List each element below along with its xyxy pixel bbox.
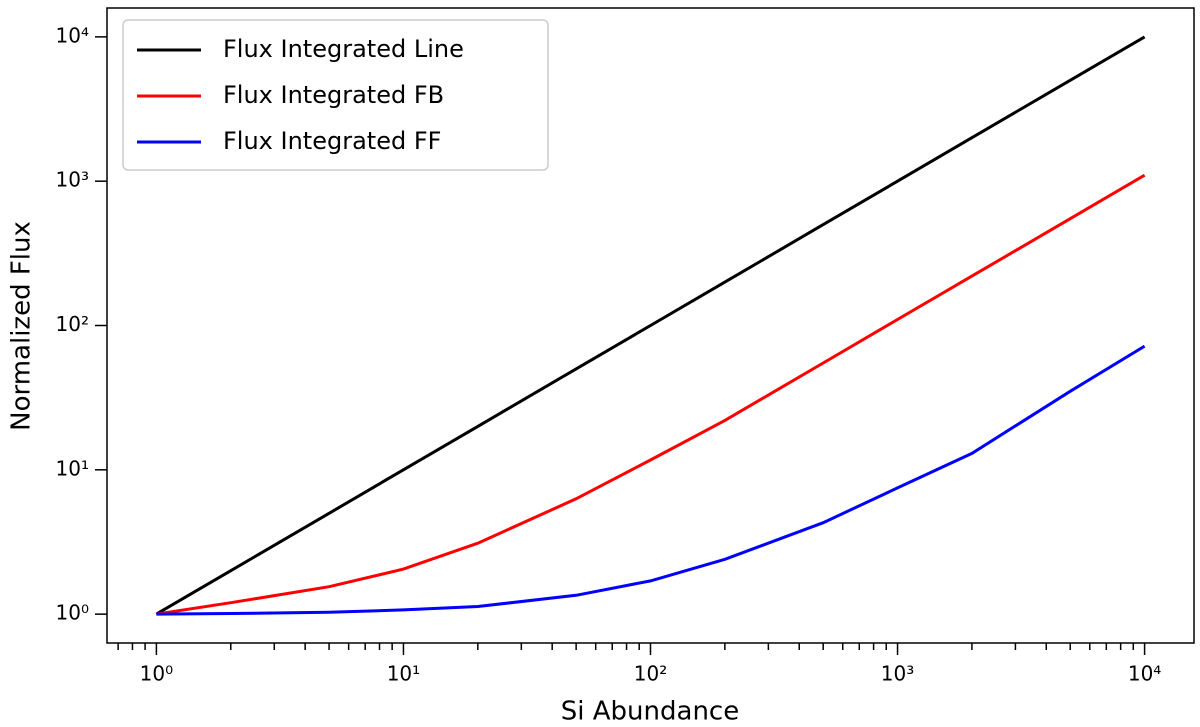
legend-label: Flux Integrated FF — [223, 127, 441, 155]
x-tick-label: 10⁰ — [140, 662, 173, 686]
legend-label: Flux Integrated Line — [223, 35, 464, 63]
x-tick-label: 10⁴ — [1128, 662, 1161, 686]
series-line — [156, 344, 1146, 616]
y-tick-label: 10¹ — [56, 456, 89, 480]
x-tick-label: 10¹ — [387, 662, 420, 686]
x-tick-label: 10² — [634, 662, 667, 686]
y-tick-label: 10⁴ — [56, 23, 89, 47]
y-axis-label: Normalized Flux — [7, 221, 37, 431]
legend-frame — [122, 19, 549, 171]
x-tick-label: 10³ — [881, 662, 914, 686]
y-tick-label: 10³ — [56, 168, 89, 192]
legend-label: Flux Integrated FB — [223, 81, 444, 109]
x-axis-label: Si Abundance — [561, 697, 739, 727]
y-tick-label: 10⁰ — [56, 601, 89, 625]
series-line — [156, 173, 1146, 616]
y-tick-label: 10² — [56, 312, 89, 336]
series-line — [155, 35, 1146, 616]
